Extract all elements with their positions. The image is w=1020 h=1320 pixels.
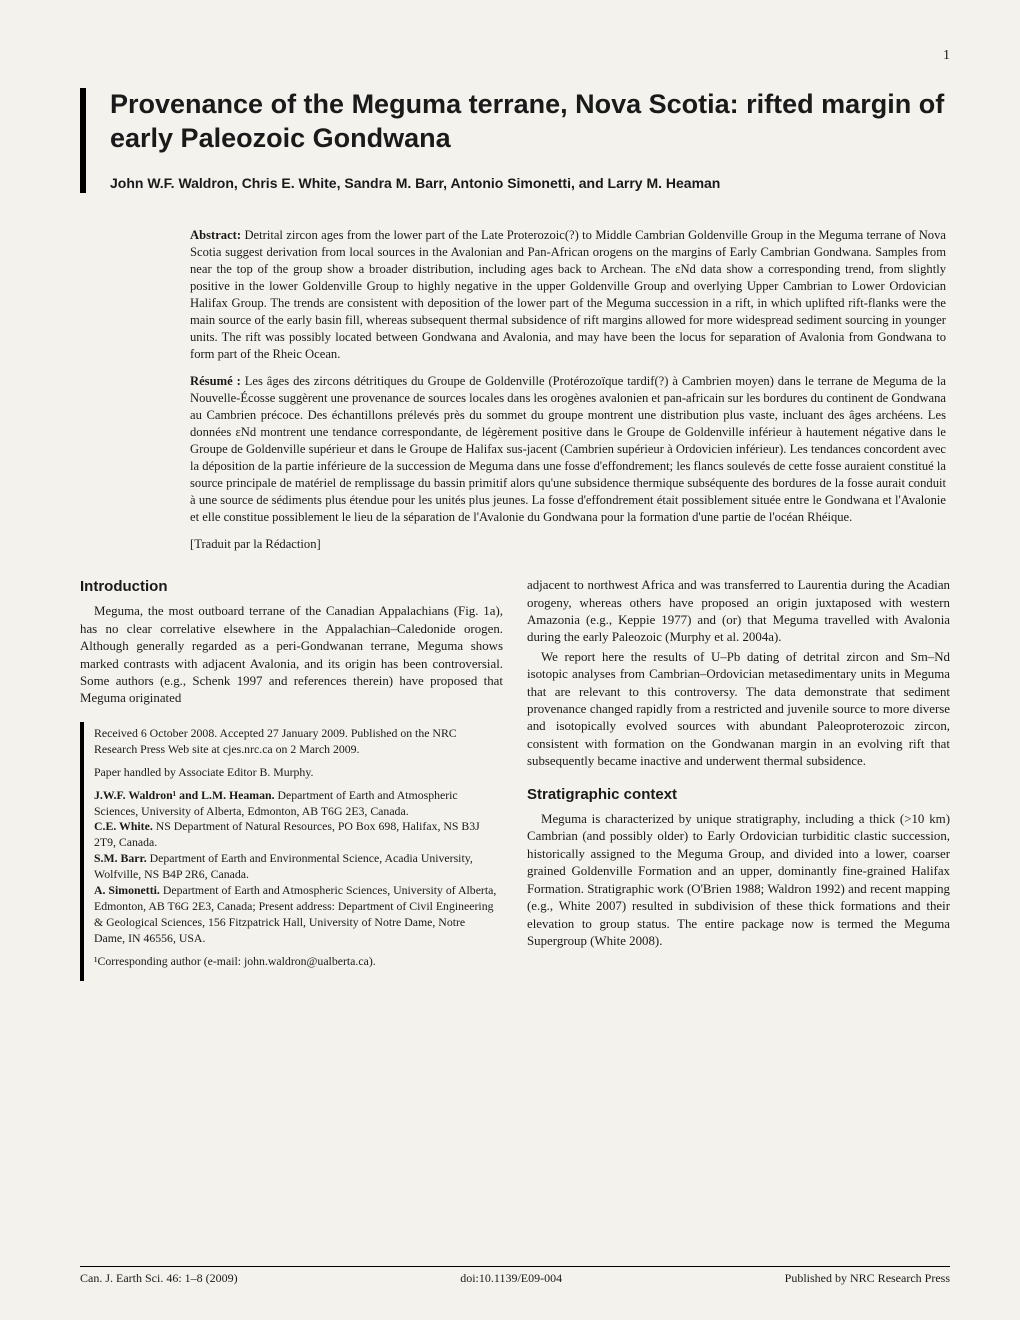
info-simonetti: A. Simonetti. Department of Earth and At… — [94, 883, 499, 947]
info-barr-name: S.M. Barr. — [94, 851, 147, 865]
body-columns: Introduction Meguma, the most outboard t… — [80, 577, 950, 981]
abstract-label: Abstract: — [190, 228, 241, 242]
strat-paragraph: Meguma is characterized by unique strati… — [527, 811, 950, 950]
col2-results: We report here the results of U–Pb datin… — [527, 649, 950, 771]
info-received: Received 6 October 2008. Accepted 27 Jan… — [94, 726, 499, 758]
info-waldron: J.W.F. Waldron¹ and L.M. Heaman. Departm… — [94, 788, 499, 820]
page-number: 1 — [943, 48, 950, 64]
title-block: Provenance of the Meguma terrane, Nova S… — [80, 88, 950, 193]
abstract-block: Abstract: Detrital zircon ages from the … — [190, 227, 946, 553]
page-footer: Can. J. Earth Sci. 46: 1–8 (2009) doi:10… — [80, 1266, 950, 1286]
info-simonetti-name: A. Simonetti. — [94, 883, 160, 897]
column-left: Introduction Meguma, the most outboard t… — [80, 577, 503, 981]
strat-heading: Stratigraphic context — [527, 785, 950, 805]
abstract-fr: Résumé : Les âges des zircons détritique… — [190, 373, 946, 526]
footer-doi: doi:10.1139/E09-004 — [460, 1271, 562, 1286]
info-barr-affil: Department of Earth and Environmental Sc… — [94, 851, 473, 881]
abstract-en-text: Detrital zircon ages from the lower part… — [190, 228, 946, 361]
authors: John W.F. Waldron, Chris E. White, Sandr… — [110, 174, 950, 194]
col2-continuation: adjacent to northwest Africa and was tra… — [527, 577, 950, 647]
info-barr: S.M. Barr. Department of Earth and Envir… — [94, 851, 499, 883]
intro-paragraph: Meguma, the most outboard terrane of the… — [80, 603, 503, 708]
info-white-affil: NS Department of Natural Resources, PO B… — [94, 819, 480, 849]
abstract-en: Abstract: Detrital zircon ages from the … — [190, 227, 946, 363]
info-handled: Paper handled by Associate Editor B. Mur… — [94, 765, 499, 781]
traduit-note: [Traduit par la Rédaction] — [190, 536, 946, 553]
footer-citation: Can. J. Earth Sci. 46: 1–8 (2009) — [80, 1271, 238, 1286]
abstract-fr-text: Les âges des zircons détritiques du Grou… — [190, 374, 946, 524]
resume-label: Résumé : — [190, 374, 241, 388]
footer-publisher: Published by NRC Research Press — [785, 1271, 950, 1286]
article-title: Provenance of the Meguma terrane, Nova S… — [110, 88, 950, 156]
column-right: adjacent to northwest Africa and was tra… — [527, 577, 950, 981]
info-corresponding: ¹Corresponding author (e-mail: john.wald… — [94, 954, 499, 970]
intro-heading: Introduction — [80, 577, 503, 597]
info-waldron-name: J.W.F. Waldron¹ and L.M. Heaman. — [94, 788, 275, 802]
info-white: C.E. White. NS Department of Natural Res… — [94, 819, 499, 851]
page: 1 Provenance of the Meguma terrane, Nova… — [0, 0, 1020, 1320]
info-white-name: C.E. White. — [94, 819, 153, 833]
article-info-box: Received 6 October 2008. Accepted 27 Jan… — [80, 722, 503, 981]
